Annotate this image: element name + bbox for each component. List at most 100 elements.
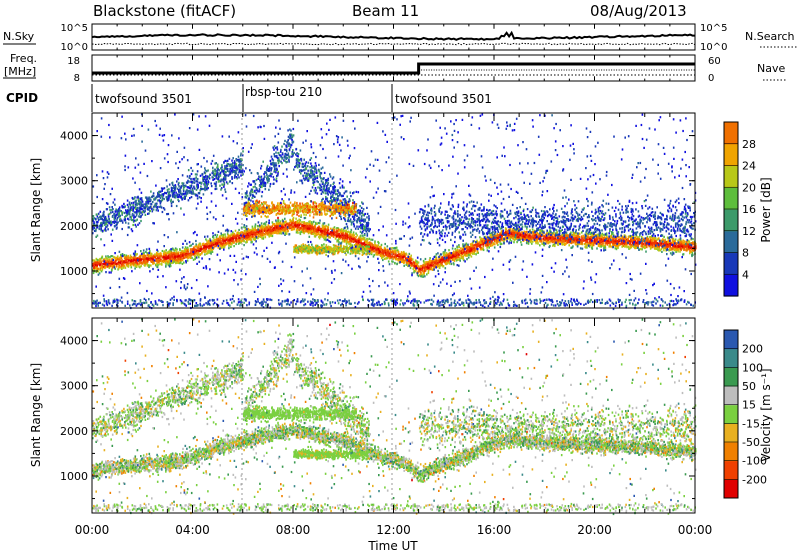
power-echo: [492, 243, 495, 246]
power-echo: [324, 225, 326, 228]
power-echo: [581, 241, 583, 244]
power-echo: [682, 247, 685, 250]
power-echo: [98, 272, 101, 275]
power-echo: [467, 244, 469, 247]
power-echo: [591, 246, 593, 249]
power-echo: [664, 238, 666, 241]
power-echo: [169, 262, 171, 265]
power-echo: [600, 238, 602, 241]
power-echo: [183, 249, 185, 252]
power-echo: [587, 236, 589, 239]
power-echo: [489, 239, 491, 242]
power-echo: [404, 255, 407, 258]
power-echo: [179, 251, 181, 254]
power-echo: [446, 254, 448, 258]
power-echo: [332, 233, 335, 236]
power-echo: [400, 254, 403, 257]
power-echo: [433, 261, 436, 264]
power-echo: [470, 244, 473, 248]
power-echo: [628, 240, 631, 243]
power-echo: [519, 232, 522, 235]
power-echo: [114, 267, 116, 270]
power-echo: [350, 231, 352, 234]
power-echo: [673, 249, 676, 252]
power-echo: [509, 227, 511, 231]
power-echo: [377, 249, 380, 252]
power-echo: [252, 237, 255, 241]
power-echo: [323, 232, 326, 235]
power-echo: [385, 257, 388, 260]
power-echo: [537, 232, 539, 235]
power-echo: [516, 241, 518, 244]
power-echo: [643, 245, 645, 248]
power-echo: [483, 242, 486, 245]
power-echo: [376, 247, 379, 250]
power-echo: [674, 238, 677, 241]
power-echo: [357, 238, 360, 241]
power-echo: [98, 260, 101, 263]
power-echo: [309, 220, 311, 223]
power-echo: [610, 236, 613, 239]
power-echo: [384, 247, 387, 250]
power-echo: [94, 266, 97, 269]
power-echo: [630, 238, 632, 241]
power-echo: [376, 253, 378, 256]
power-echo: [292, 225, 294, 228]
power-echo: [526, 234, 529, 237]
power-echo: [352, 231, 355, 234]
power-echo: [682, 239, 684, 242]
power-echo: [607, 241, 609, 244]
noise-right-tick-top: 10^5: [700, 23, 727, 34]
power-echo: [650, 239, 652, 242]
power-echo: [288, 233, 290, 236]
power-echo: [199, 253, 201, 256]
power-echo: [148, 264, 150, 267]
power-echo: [94, 263, 97, 266]
power-echo: [385, 254, 387, 257]
power-echo: [125, 258, 128, 261]
power-echo: [264, 225, 266, 228]
power-echo: [125, 259, 128, 262]
power-echo: [582, 239, 585, 242]
power-echo: [355, 232, 357, 235]
power-echo: [528, 233, 531, 236]
power-echo: [429, 260, 432, 263]
power-echo: [103, 265, 106, 268]
power-echo: [510, 233, 513, 236]
power-echo: [347, 234, 350, 237]
power-echo: [278, 222, 281, 225]
power-echo: [221, 246, 223, 249]
power-echo: [580, 238, 582, 241]
power-echo: [625, 244, 627, 247]
power-echo: [548, 236, 550, 239]
power-echo: [356, 234, 358, 237]
power-echo: [386, 257, 389, 260]
power-echo: [237, 242, 240, 245]
power-echo: [529, 240, 532, 243]
power-echo: [614, 247, 617, 250]
power-echo: [474, 244, 476, 247]
power-echo: [259, 233, 261, 236]
power-echo: [192, 246, 195, 249]
power-echo: [260, 222, 263, 225]
power-echo: [580, 235, 583, 238]
power-echo: [206, 239, 208, 242]
power-echo: [465, 254, 467, 257]
power-echo: [554, 244, 556, 248]
power-echo: [341, 231, 344, 234]
power-echo: [346, 227, 349, 230]
power-echo: [524, 238, 526, 241]
power-echo: [639, 234, 641, 237]
power-echo: [337, 239, 339, 242]
power-echo: [553, 231, 555, 234]
power-echo: [692, 249, 695, 252]
power-echo: [467, 252, 470, 255]
power-echo: [524, 225, 527, 228]
power-echo: [264, 233, 267, 236]
power-echo: [343, 229, 345, 233]
noise-panel: N.Sky 10^5 10^0 10^5 10^0 N.Search: [3, 23, 797, 53]
power-echo: [577, 236, 580, 239]
power-echo: [377, 253, 379, 256]
power-echo: [337, 228, 339, 231]
power-echo: [516, 235, 519, 238]
